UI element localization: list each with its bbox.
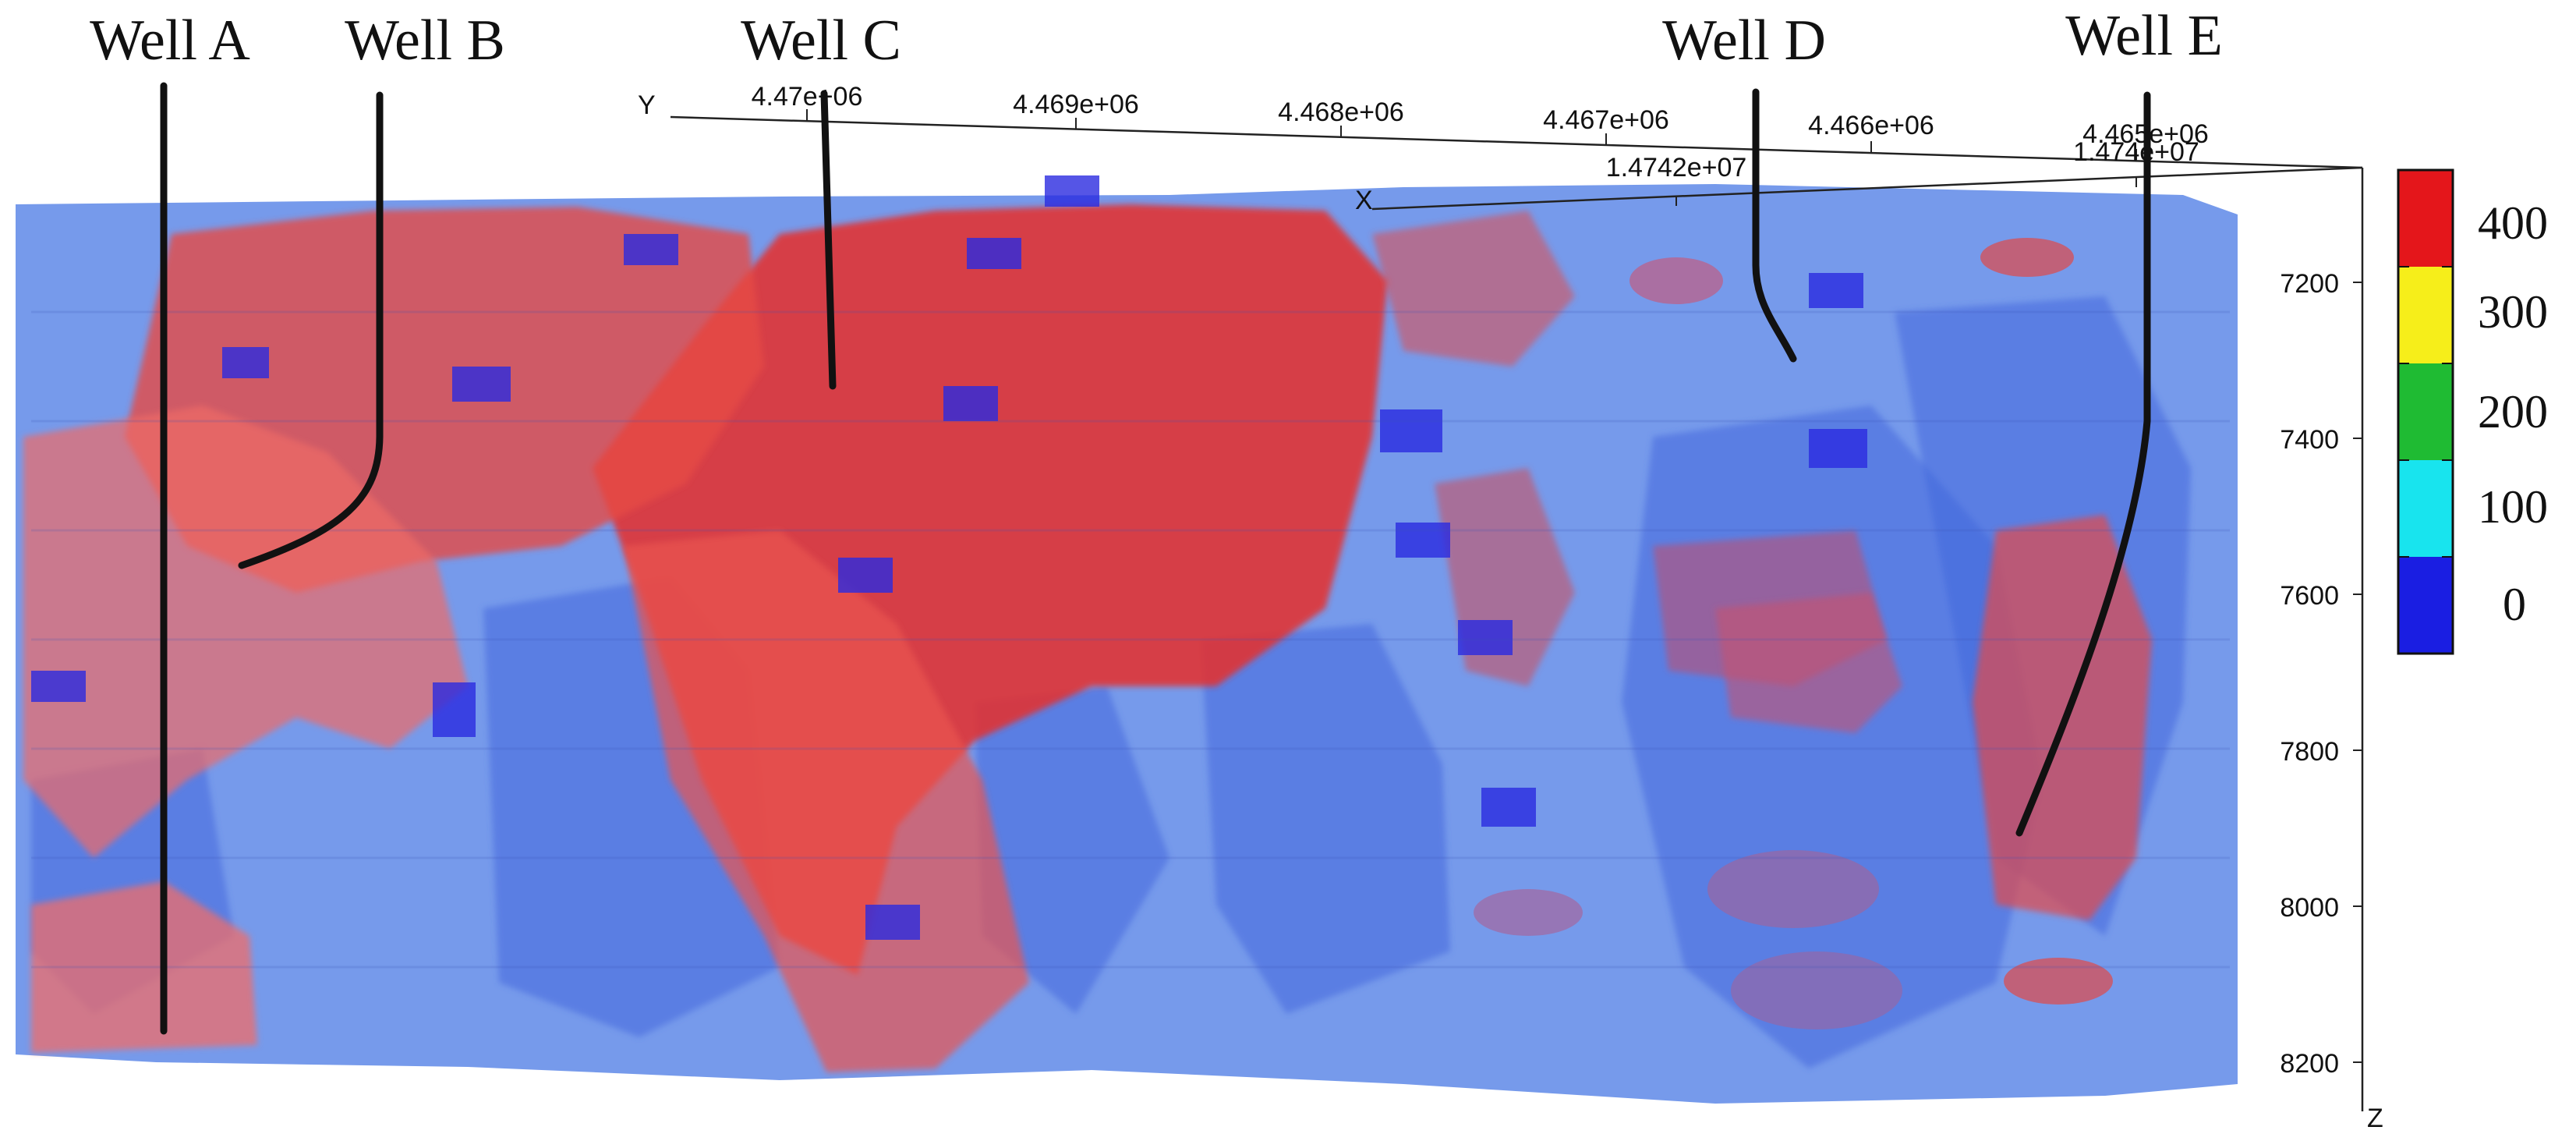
axis-frame <box>670 115 2364 1111</box>
high-value-regions <box>23 204 2152 1072</box>
z-tick-label: 7400 <box>2280 425 2339 455</box>
well-b-label: Well B <box>345 9 505 73</box>
red-blob-top-right <box>1980 238 2074 277</box>
legend-label-200: 200 <box>2478 386 2548 438</box>
red-blob-lower-right-b <box>1707 850 1879 928</box>
z-tick-label: 7200 <box>2280 269 2339 299</box>
well-b-path <box>238 91 384 569</box>
grid-cell-texture <box>31 310 2230 969</box>
red-region-lower-left <box>31 881 257 1053</box>
y-axis-name: Y <box>638 90 656 120</box>
well-d-label: Well D <box>1662 9 1826 73</box>
y-tick-label: 4.469e+06 <box>1013 90 1139 119</box>
y-tick-label: 4.468e+06 <box>1278 97 1404 127</box>
legend-label-100: 100 <box>2478 481 2548 533</box>
legend-band-400 <box>2398 170 2453 267</box>
z-tick-label: 8200 <box>2280 1049 2339 1079</box>
y-axis-line <box>670 115 2363 169</box>
well-a-label: Well A <box>90 9 250 73</box>
well-d-path <box>1752 88 1797 363</box>
y-tick-label: 4.467e+06 <box>1543 105 1669 135</box>
red-region-center-right <box>1372 211 1575 367</box>
legend-label-400: 400 <box>2478 197 2548 249</box>
red-blob-bottom-right <box>1731 951 1902 1029</box>
z-axis-tick-labels: 7200 7400 7600 7800 8000 8200 <box>2280 269 2339 1079</box>
property-model-volume <box>16 175 2238 1104</box>
z-tick-label: 8000 <box>2280 893 2339 923</box>
z-axis-ticks <box>2353 282 2362 1063</box>
x-axis-ticks <box>1675 178 2137 206</box>
z-tick-label: 7800 <box>2280 737 2339 767</box>
well-labels: Well A Well B Well C Well D Well E <box>90 4 2223 73</box>
x-tick-label: 1.474e+07 <box>2073 137 2199 167</box>
legend-label-0: 0 <box>2503 579 2526 630</box>
z-axis-name: Z <box>2367 1104 2383 1133</box>
legend-band-100 <box>2398 460 2453 557</box>
x-axis-name: X <box>1355 186 1373 215</box>
well-c-label: Well C <box>741 9 901 73</box>
red-blob-lower-right <box>2004 958 2113 1005</box>
low-value-cells <box>31 175 1867 940</box>
well-e-path <box>2015 91 2151 837</box>
y-axis-tick-labels: 4.47e+06 4.469e+06 4.468e+06 4.467e+06 4… <box>752 82 2209 149</box>
well-trajectories <box>160 82 2151 1035</box>
red-blob-upper-right <box>1629 257 1723 304</box>
x-axis-tick-labels: 1.4742e+07 1.474e+07 <box>1606 137 2199 182</box>
red-region-lower-center <box>624 530 1029 1072</box>
x-axis-line <box>1371 166 2363 211</box>
y-tick-label: 4.466e+06 <box>1808 111 1934 140</box>
red-blob-lower-mid <box>1474 889 1583 936</box>
y-tick-label: 4.47e+06 <box>752 82 863 112</box>
legend-band-200 <box>2398 363 2453 460</box>
z-tick-label: 7600 <box>2280 581 2339 611</box>
y-axis-ticks <box>806 109 2137 161</box>
color-legend: 400 300 200 100 0 <box>2397 168 2548 655</box>
legend-frame <box>2397 168 2454 655</box>
legend-band-0 <box>2398 557 2453 654</box>
red-region-left <box>23 406 468 858</box>
legend-label-300: 300 <box>2478 286 2548 338</box>
x-tick-label: 1.4742e+07 <box>1606 153 1747 182</box>
well-e-label: Well E <box>2065 4 2223 68</box>
red-region-well-d <box>1715 593 1902 733</box>
legend-band-300 <box>2398 267 2453 363</box>
well-c-path <box>820 90 837 390</box>
